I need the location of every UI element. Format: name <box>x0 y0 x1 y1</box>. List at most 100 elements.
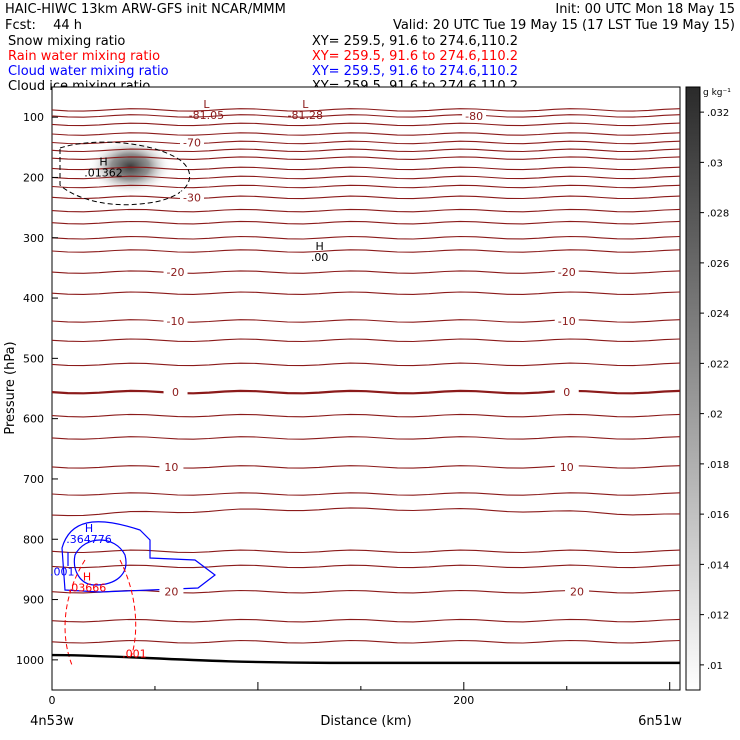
colorbar-label: .022 <box>707 359 729 370</box>
surface-line <box>52 653 680 665</box>
isotherm <box>52 148 680 153</box>
extremum-value: -81.05 <box>189 109 224 122</box>
extremum-value: .03666 <box>68 581 107 594</box>
isotherm <box>52 291 680 295</box>
isotherm <box>52 618 680 623</box>
field-xy: XY= 259.5, 91.6 to 274.6,110.2 <box>312 49 518 64</box>
extremum-value: .00 <box>311 251 329 264</box>
isotherm <box>52 195 680 200</box>
colorbar-label: .018 <box>707 460 729 471</box>
isotherm <box>52 184 680 189</box>
isotherm-label: 0 <box>172 386 179 399</box>
extremum-value: -81.28 <box>288 109 323 122</box>
label-bg <box>163 314 188 327</box>
extremum-letter: H <box>99 155 107 168</box>
snow-shading <box>88 138 173 195</box>
colorbar-label: .028 <box>707 209 729 220</box>
colorbar-label: .026 <box>707 259 729 270</box>
label-bg <box>462 109 487 122</box>
isotherm-label: -80 <box>465 110 483 123</box>
label-bg <box>565 585 590 598</box>
colorbar-label: .012 <box>707 611 729 622</box>
extremum-letter: L <box>302 98 309 111</box>
colorbar-label: .024 <box>707 309 729 320</box>
colorbar-label: .014 <box>707 560 729 571</box>
extremum-letter: H <box>83 570 91 583</box>
isotherm <box>52 507 680 517</box>
isotherm <box>52 492 680 496</box>
isotherm <box>52 338 680 343</box>
colorbar-label: .016 <box>707 510 729 521</box>
isotherm <box>52 156 680 160</box>
field-name: Snow mixing ratio <box>8 34 125 49</box>
y-tick-label: 300 <box>23 232 44 245</box>
isotherm-label: 10 <box>164 461 178 474</box>
extremum-value: .01362 <box>84 166 123 179</box>
label-bg <box>554 266 579 279</box>
field-xy: XY= 259.5, 91.6 to 274.6,110.2 <box>312 64 518 79</box>
isotherm-label: -30 <box>183 191 201 204</box>
x-start-label: 4n53w <box>30 714 74 729</box>
plot-title: HAIC-HIWC 13km ARW-GFS init NCAR/MMM <box>5 2 286 17</box>
isotherm-label: -20 <box>558 266 576 279</box>
label-bg <box>163 386 188 399</box>
y-tick-label: 100 <box>23 111 44 124</box>
extremum-value: .364776 <box>66 533 112 546</box>
colorbar-label: .01 <box>707 661 723 672</box>
terrain-surface <box>52 653 680 665</box>
extremum-letter: L <box>203 98 210 111</box>
isotherm-label: -70 <box>183 136 201 149</box>
y-tick-label: 800 <box>23 533 44 546</box>
isotherm-label: 20 <box>164 586 178 599</box>
colorbar-label: .032 <box>707 108 729 119</box>
isotherm-label: -10 <box>558 315 576 328</box>
cloud-water-inner <box>73 539 127 586</box>
isotherm <box>52 639 680 644</box>
label-bg <box>554 386 579 399</box>
isotherm <box>52 175 680 180</box>
fcst-label: Fcst: <box>5 18 36 33</box>
colorbar-label: .03 <box>707 158 723 169</box>
colorbar-label: .02 <box>707 410 723 421</box>
x-tick-label: 200 <box>453 694 474 707</box>
extremum-value: .001 <box>122 648 147 661</box>
y-tick-label: 700 <box>23 473 44 486</box>
extremum-letter: H <box>316 240 324 253</box>
dashed-contours <box>59 141 190 206</box>
label-bg <box>159 585 184 598</box>
isotherm <box>52 132 680 136</box>
x-axis-title: Distance (km) <box>320 714 411 729</box>
isotherm-label: 0 <box>563 386 570 399</box>
label-bg <box>554 460 579 473</box>
extremum-value: .001 <box>50 566 75 579</box>
colorbar: .032 .03 .028 .026 .024 .022 .02 .018 .016 .014 .0… <box>685 86 729 691</box>
rain-water-dashed <box>64 559 137 666</box>
isotherm-label: 10 <box>560 461 574 474</box>
isotherm-label: -10 <box>167 315 185 328</box>
isotherm <box>52 362 680 367</box>
isotherm <box>52 166 680 171</box>
label-bg <box>163 266 188 279</box>
isotherm <box>52 249 680 253</box>
snow-max-shading <box>88 138 173 195</box>
snow-dashed-contour <box>59 141 190 206</box>
isotherm <box>52 208 680 213</box>
isotherm <box>52 220 680 225</box>
isotherm <box>52 235 680 240</box>
label-bg <box>159 460 184 473</box>
isotherm <box>52 108 680 112</box>
rain-water-contours <box>64 559 137 666</box>
isotherm <box>52 140 680 145</box>
isotherm <box>52 413 680 418</box>
y-tick-label: 400 <box>23 292 44 305</box>
field-name: Rain water mixing ratio <box>8 49 160 64</box>
y-tick-label: 900 <box>23 594 44 607</box>
x-tick-label: 0 <box>49 694 56 707</box>
label-bg <box>554 314 579 327</box>
isotherm-label: -20 <box>167 266 185 279</box>
label-bg <box>180 136 205 149</box>
colorbar-units: g kg⁻¹ <box>703 88 731 98</box>
field-legend: Snow mixing ratio XY= 259.5, 91.6 to 274.… <box>8 34 518 94</box>
